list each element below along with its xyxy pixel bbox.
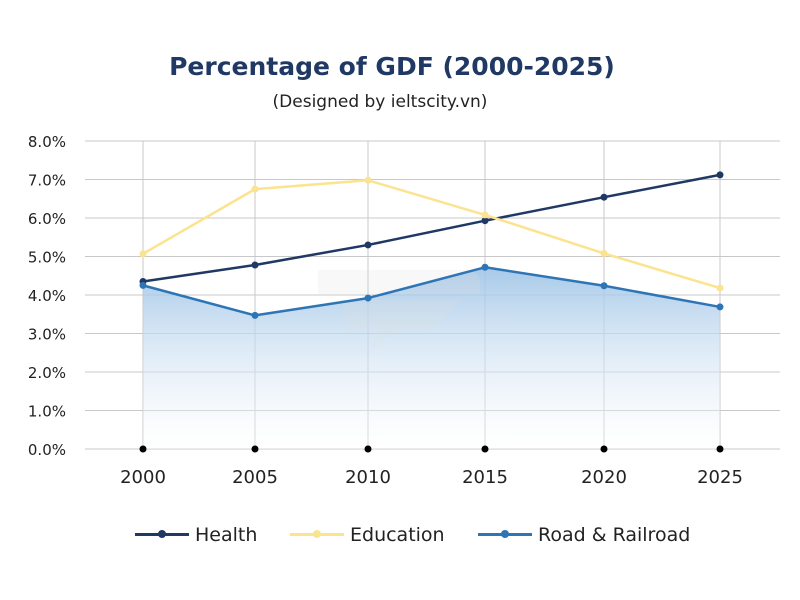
y-tick-label: 6.0% (28, 210, 66, 228)
data-point-education (139, 250, 147, 258)
x-tick-label: 2005 (232, 467, 278, 488)
data-point-road-railroad (600, 282, 608, 290)
baseline-point (139, 445, 147, 453)
watermark-logo-icon (318, 270, 480, 350)
legend-label: Education (350, 524, 445, 546)
y-tick-label: 8.0% (28, 133, 66, 151)
legend-item-road-railroad: Road & Railroad (478, 520, 690, 550)
area-fill-road-railroad (143, 267, 720, 449)
data-point-health (251, 261, 259, 269)
baseline-point (600, 445, 608, 453)
data-point-education (481, 211, 489, 219)
area-layer (143, 267, 720, 449)
axes: 0.0% 1.0% 2.0% 3.0% 4.0% 5.0% 6.0% 7.0% 8.0% 2000… (28, 133, 743, 488)
y-tick-label: 7.0% (28, 172, 66, 190)
data-point-education (716, 284, 724, 292)
x-tick-label: 2010 (345, 467, 391, 488)
legend-swatch-icon (135, 520, 189, 550)
chart-title: Percentage of GDF (2000-2025) (169, 52, 615, 81)
legend-item-health: Health (135, 520, 257, 550)
legend-item-education: Education (290, 520, 445, 550)
data-point-education (600, 249, 608, 257)
baseline-point (481, 445, 489, 453)
data-point-road-railroad (251, 311, 259, 319)
series-line-health (142, 173, 721, 283)
data-point-road-railroad (364, 294, 372, 302)
legend-swatch-icon (290, 520, 344, 550)
legend-swatch-icon (478, 520, 532, 550)
y-tick-label: 1.0% (28, 403, 66, 421)
data-point-education (251, 185, 259, 193)
series-line-education (142, 179, 721, 290)
y-tick-label: 3.0% (28, 326, 66, 344)
data-point-road-railroad (139, 281, 147, 289)
series-layer (139, 171, 724, 319)
series-line-road-railroad (142, 266, 721, 317)
x-tick-label: 2000 (120, 467, 166, 488)
y-tick-label: 2.0% (28, 364, 66, 382)
y-tick-label: 4.0% (28, 287, 66, 305)
baseline-point (251, 445, 259, 453)
legend: Health Education Road & Railroad (0, 520, 800, 550)
data-point-road-railroad (716, 303, 724, 311)
data-point-health (716, 171, 724, 179)
data-point-health (364, 241, 372, 249)
legend-label: Health (195, 524, 258, 546)
data-point-education (364, 176, 372, 184)
data-point-road-railroad (481, 263, 489, 271)
y-tick-label: 0.0% (28, 441, 66, 459)
data-point-health (481, 217, 489, 225)
data-point-health (600, 193, 608, 201)
legend-label: Road & Railroad (538, 524, 691, 546)
y-tick-label: 5.0% (28, 249, 66, 267)
baseline-point (364, 445, 372, 453)
x-tick-label: 2015 (462, 467, 508, 488)
x-tick-label: 2025 (697, 467, 743, 488)
x-tick-label: 2020 (581, 467, 627, 488)
baseline-point (716, 445, 724, 453)
chart-subtitle: (Designed by ieltscity.vn) (272, 92, 488, 112)
